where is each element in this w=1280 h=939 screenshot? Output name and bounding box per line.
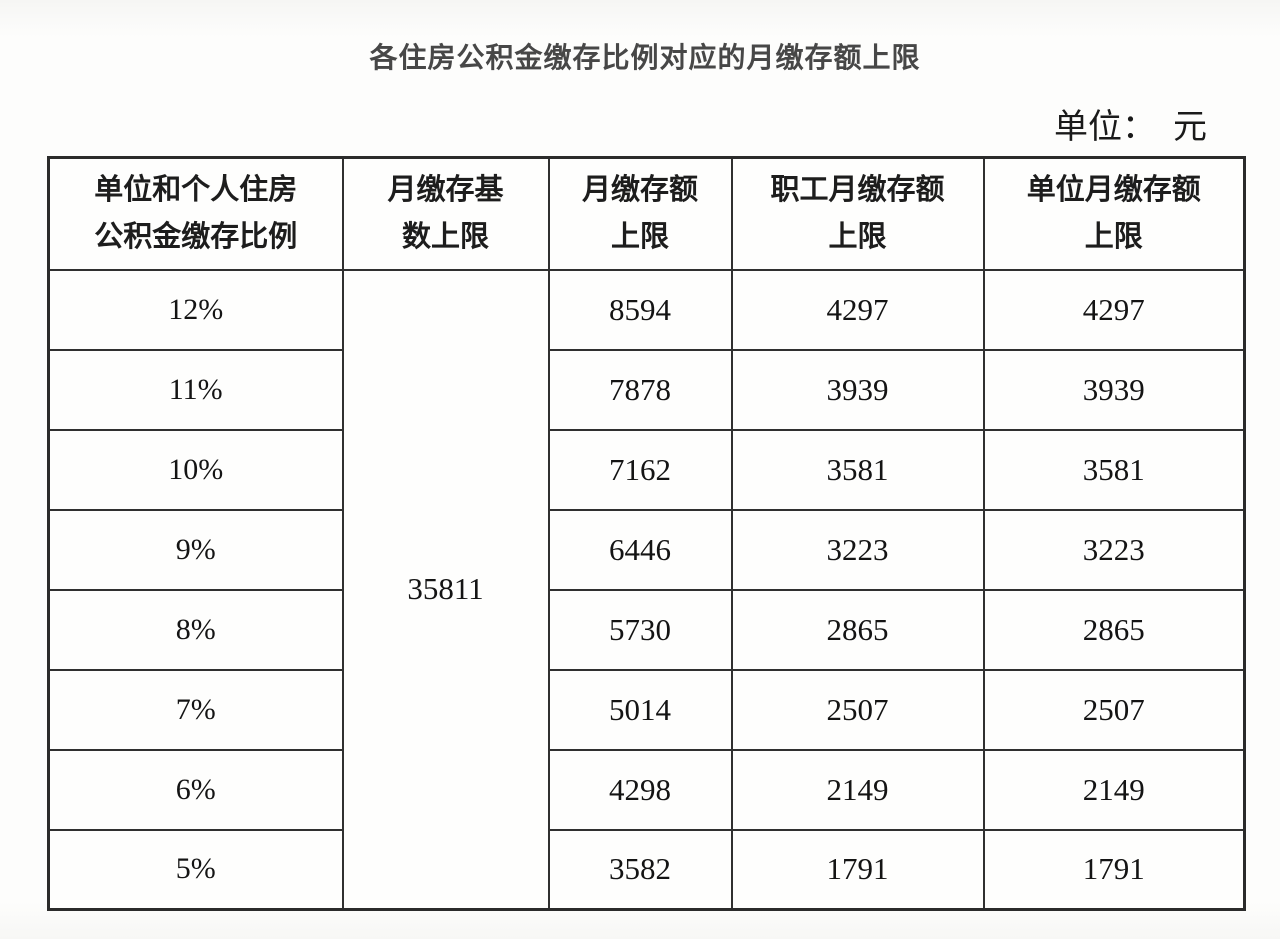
header-line: 上限: [828, 220, 887, 253]
monthly-cap-cell: 7878: [547, 348, 733, 431]
ratio-cell: 9%: [47, 508, 344, 591]
monthly-cap-cell: 5014: [547, 668, 733, 751]
table-row: 7% 5014 2507 2507: [47, 668, 1246, 751]
employee-cap-cell: 2507: [730, 668, 985, 751]
header-line: 职工月缴存额: [770, 173, 945, 206]
table-row: 10% 7162 3581 3581: [47, 428, 1246, 511]
header-line: 数上限: [401, 220, 489, 253]
ratio-cell: 7%: [47, 668, 344, 751]
ratio-cell: 5%: [47, 828, 344, 911]
header-line: 月缴存额: [581, 173, 698, 206]
employer-cap-cell: 2507: [982, 668, 1246, 751]
header-row: 单位和个人住房 公积金缴存比例 月缴存基 数上限 月缴存额 上限 职工月缴存额 …: [47, 156, 1246, 271]
employer-cap-cell: 3939: [982, 348, 1246, 431]
employee-cap-cell: 3581: [730, 428, 985, 511]
table-body: 12% 35811 8594 4297 4297 11% 7878 3939 3…: [47, 268, 1246, 911]
header-line: 上限: [610, 220, 669, 253]
employee-cap-cell: 2149: [730, 748, 985, 831]
table-header: 单位和个人住房 公积金缴存比例 月缴存基 数上限 月缴存额 上限 职工月缴存额 …: [47, 156, 1246, 271]
employee-cap-cell: 1791: [730, 828, 985, 911]
base-cap-cell: 35811: [341, 268, 550, 911]
header-line: 单位和个人住房: [94, 173, 298, 206]
table-row: 9% 6446 3223 3223: [47, 508, 1246, 591]
monthly-cap-cell: 3582: [547, 828, 733, 911]
employer-cap-cell: 4297: [982, 268, 1246, 351]
ratio-cell: 12%: [47, 268, 344, 351]
employee-cap-cell: 3223: [730, 508, 985, 591]
header-cell-ratio: 单位和个人住房 公积金缴存比例: [47, 156, 344, 271]
employer-cap-cell: 3581: [982, 428, 1246, 511]
table-row: 5% 3582 1791 1791: [47, 828, 1246, 911]
table-row: 6% 4298 2149 2149: [47, 748, 1246, 831]
header-line: 单位月缴存额: [1026, 173, 1201, 206]
table-row: 11% 7878 3939 3939: [47, 348, 1246, 431]
monthly-cap-cell: 6446: [547, 508, 733, 591]
table-row: 12% 35811 8594 4297 4297: [47, 268, 1246, 911]
ratio-cell: 10%: [47, 428, 344, 511]
employee-cap-cell: 2865: [730, 588, 985, 671]
header-cell-monthly-cap: 月缴存额 上限: [547, 156, 733, 271]
employer-cap-cell: 2865: [982, 588, 1246, 671]
monthly-cap-cell: 4298: [547, 748, 733, 831]
employee-cap-cell: 4297: [730, 268, 985, 351]
monthly-cap-cell: 7162: [547, 428, 733, 511]
monthly-cap-cell: 8594: [547, 268, 733, 351]
monthly-cap-cell: 5730: [547, 588, 733, 671]
ratio-cell: 6%: [47, 748, 344, 831]
table-row: 8% 5730 2865 2865: [47, 588, 1246, 671]
ratio-cell: 11%: [47, 348, 344, 431]
employer-cap-cell: 1791: [982, 828, 1246, 911]
page-title: 各住房公积金缴存比例对应的月缴存额上限: [369, 42, 921, 73]
header-line: 月缴存基: [387, 173, 504, 206]
header-cell-base-cap: 月缴存基 数上限: [341, 156, 550, 271]
unit-label: 单位： 元: [1054, 109, 1207, 146]
employer-cap-cell: 2149: [982, 748, 1246, 831]
ratio-cell: 8%: [47, 588, 344, 671]
header-line: 公积金缴存比例: [94, 220, 298, 253]
employer-cap-cell: 3223: [982, 508, 1246, 591]
header-line: 上限: [1084, 220, 1143, 253]
employee-cap-cell: 3939: [730, 348, 985, 431]
header-cell-employer-cap: 单位月缴存额 上限: [982, 156, 1246, 271]
header-cell-employee-cap: 职工月缴存额 上限: [730, 156, 985, 271]
contribution-cap-table: 单位和个人住房 公积金缴存比例 月缴存基 数上限 月缴存额 上限 职工月缴存额 …: [47, 156, 1246, 911]
